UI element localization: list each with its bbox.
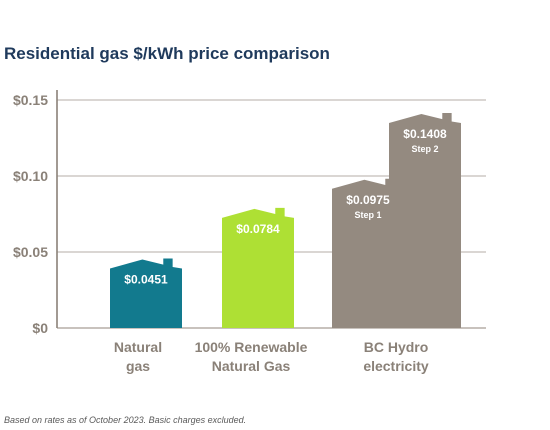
bar [110,258,182,328]
y-tick-label: $0.15 [13,92,48,108]
x-category-label: BC Hydro [364,339,429,355]
data-sublabel: Step 2 [411,144,438,154]
data-label: $0.1408 [403,127,447,141]
y-tick-label: $0 [32,320,48,336]
y-tick-label: $0.10 [13,168,48,184]
x-category-label: Natural [114,339,162,355]
x-category-label: electricity [363,358,429,374]
data-label: $0.0451 [124,272,168,286]
labels: $0 $0.05 $0.10 $0.15 $0.0451 $0.0784 $0.0975 St… [13,92,447,374]
data-label: $0.0975 [346,193,390,207]
x-category-label: 100% Renewable [195,339,308,355]
footnote: Based on rates as of October 2023. Basic… [4,415,247,425]
x-category-label: gas [126,358,150,374]
data-sublabel: Step 1 [354,210,381,220]
y-tick-label: $0.05 [13,244,48,260]
data-label: $0.0784 [236,222,280,236]
bar [332,178,404,328]
bar [222,207,294,328]
x-category-label: Natural Gas [212,358,291,374]
chart-title: Residential gas $/kWh price comparison [4,44,330,63]
bars [110,112,461,328]
bar [389,112,461,328]
